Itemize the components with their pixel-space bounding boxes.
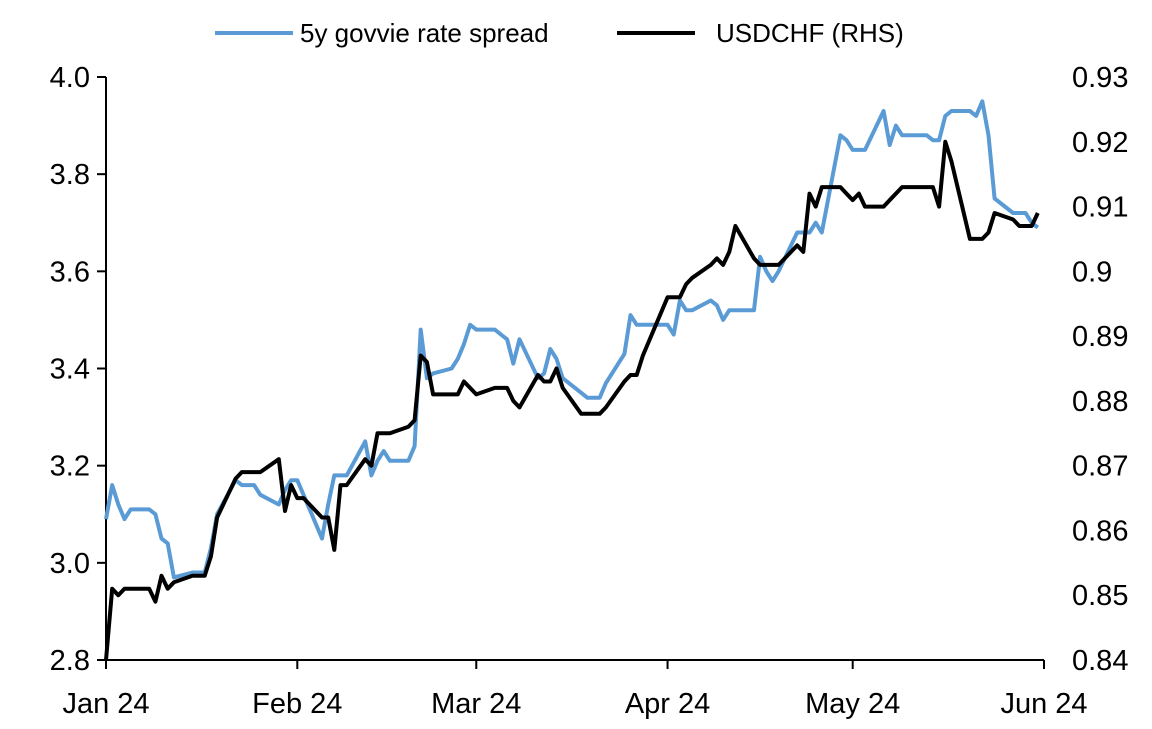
right-tick-label: 0.86 (1072, 515, 1128, 547)
x-axis-ticks: Jan 24 Feb 24 Mar 24 Apr 24 May 24 Jun 24 (62, 660, 1088, 720)
series-line-usdchf (104, 139, 1040, 661)
axes (105, 77, 1044, 661)
left-tick-label: 3.8 (50, 159, 90, 191)
right-tick-label: 0.93 (1072, 62, 1128, 94)
left-tick-label: 4.0 (50, 62, 90, 94)
x-tick-label: Apr 24 (625, 688, 710, 720)
series-layer (104, 99, 1040, 661)
x-tick-label: Jun 24 (1000, 688, 1087, 720)
x-tick-label: Jan 24 (62, 688, 149, 720)
legend: 5y govvie rate spread USDCHF (RHS) (215, 18, 904, 48)
left-tick-label: 3.2 (50, 451, 90, 483)
left-tick-label: 3.0 (50, 548, 90, 580)
right-tick-label: 0.88 (1072, 386, 1128, 418)
right-tick-label: 0.91 (1072, 192, 1128, 224)
left-axis-ticks: 2.8 3.0 3.2 3.4 3.6 3.8 4.0 (50, 62, 106, 677)
x-tick-label: Mar 24 (431, 688, 521, 720)
right-tick-label: 0.87 (1072, 451, 1128, 483)
legend-label: USDCHF (RHS) (716, 18, 904, 48)
right-tick-label: 0.92 (1072, 127, 1128, 159)
left-tick-label: 3.4 (50, 354, 90, 386)
right-tick-label: 0.9 (1072, 256, 1112, 288)
x-tick-label: Feb 24 (252, 688, 342, 720)
left-tick-label: 2.8 (50, 645, 90, 677)
left-tick-label: 3.6 (50, 256, 90, 288)
legend-label: 5y govvie rate spread (300, 18, 549, 48)
right-tick-label: 0.89 (1072, 321, 1128, 353)
right-tick-label: 0.84 (1072, 645, 1128, 677)
right-tick-label: 0.85 (1072, 580, 1128, 612)
right-axis-ticks: 0.84 0.85 0.86 0.87 0.88 0.89 0.9 0.91 0.92 0.93 (1072, 62, 1128, 677)
x-tick-label: May 24 (805, 688, 900, 720)
series-line-spread (104, 99, 1040, 580)
